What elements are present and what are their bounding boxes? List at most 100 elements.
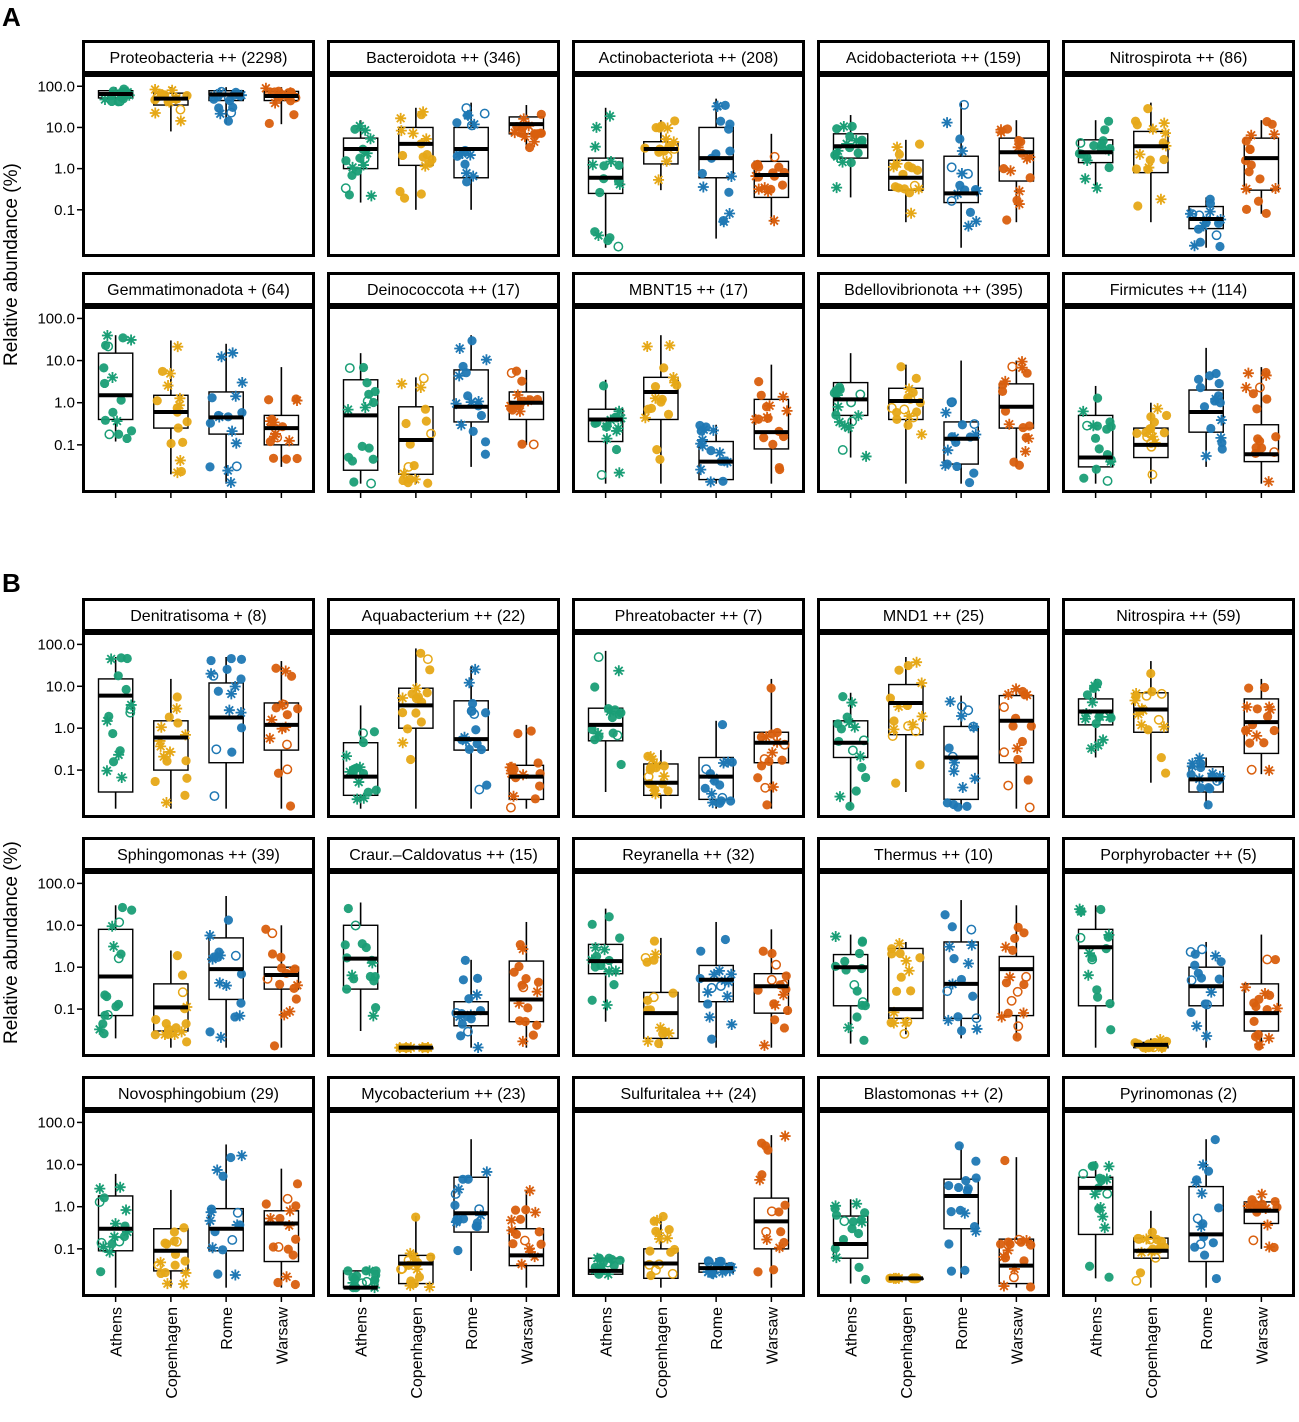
data-point-star bbox=[99, 93, 111, 105]
data-point-star bbox=[506, 1224, 518, 1236]
data-point bbox=[288, 1250, 298, 1260]
data-point-star bbox=[1186, 757, 1198, 769]
data-point-star bbox=[269, 97, 281, 109]
data-point bbox=[1025, 173, 1035, 183]
facet-3: Acidobacteriota ++ (159) bbox=[817, 40, 1050, 257]
data-point bbox=[282, 710, 292, 720]
data-point-star bbox=[475, 1209, 487, 1221]
data-point-star bbox=[943, 941, 955, 953]
data-point-star bbox=[101, 330, 113, 342]
data-point-star bbox=[1215, 414, 1227, 426]
data-point bbox=[1092, 421, 1103, 431]
data-point-star bbox=[236, 1150, 248, 1162]
facet-18: Thermus ++ (10) bbox=[817, 837, 1050, 1057]
box-copenhagen: Copenhagen bbox=[396, 1212, 436, 1399]
data-point-star bbox=[970, 428, 982, 440]
data-point-star bbox=[587, 159, 599, 171]
data-point bbox=[846, 158, 856, 168]
data-point-star bbox=[658, 770, 670, 782]
data-point bbox=[903, 420, 913, 430]
data-point bbox=[659, 363, 669, 373]
data-point bbox=[362, 378, 372, 388]
box-warsaw: Warsaw bbox=[1242, 1188, 1282, 1364]
box-warsaw bbox=[508, 921, 545, 1048]
data-point bbox=[99, 378, 110, 389]
facet-strip bbox=[572, 272, 805, 306]
data-point bbox=[223, 915, 234, 925]
facet-title: Phreatobacter ++ (7) bbox=[615, 608, 763, 625]
data-point-star bbox=[1136, 719, 1148, 731]
data-point bbox=[756, 390, 766, 400]
data-point-star bbox=[266, 714, 278, 726]
data-point bbox=[763, 413, 773, 423]
data-point-star bbox=[518, 113, 530, 125]
x-tick-label: Copenhagen bbox=[164, 1307, 181, 1399]
data-point bbox=[646, 1270, 656, 1281]
box-copenhagen bbox=[394, 1042, 434, 1054]
data-point-star bbox=[995, 126, 1007, 138]
facet-6: Deinococcota ++ (17) bbox=[327, 272, 560, 498]
y-tick-label: 1.0 bbox=[54, 395, 75, 412]
box-rome: Rome bbox=[1188, 1134, 1224, 1350]
facet-9: Firmicutes ++ (114) bbox=[1062, 272, 1295, 498]
data-point bbox=[150, 776, 160, 787]
data-point-star bbox=[903, 410, 915, 422]
data-point-open bbox=[999, 702, 1009, 713]
facet-23: Blastomonas ++ (2) Athens Copenhagen Rome Wa… bbox=[817, 1076, 1050, 1399]
facet-strip bbox=[1062, 598, 1295, 632]
data-point bbox=[1131, 164, 1142, 174]
data-point bbox=[1105, 417, 1115, 427]
data-point-star bbox=[1023, 432, 1035, 444]
data-point bbox=[1089, 1161, 1099, 1171]
data-point-star bbox=[653, 1227, 665, 1239]
data-point bbox=[458, 975, 468, 985]
data-point bbox=[214, 103, 224, 113]
data-point-open bbox=[232, 1207, 243, 1218]
data-point-star bbox=[1089, 1188, 1101, 1200]
data-point bbox=[658, 1211, 668, 1222]
x-tick-label: Athens bbox=[599, 1307, 616, 1357]
data-point bbox=[271, 703, 281, 713]
data-point-open bbox=[340, 183, 351, 194]
box-athens: Athens bbox=[94, 1173, 134, 1357]
facet-title: Pyrinomonas (2) bbox=[1120, 1086, 1237, 1103]
box-rome bbox=[205, 653, 247, 809]
data-point bbox=[180, 1256, 190, 1266]
data-point bbox=[1208, 1238, 1218, 1248]
data-point-star bbox=[1260, 1203, 1272, 1215]
data-point bbox=[772, 727, 782, 738]
data-point-star bbox=[174, 392, 186, 404]
data-point-star bbox=[524, 1243, 536, 1255]
data-point bbox=[1193, 224, 1204, 234]
facet-14: Nitrospira ++ (59) bbox=[1062, 598, 1295, 818]
data-point-star bbox=[860, 450, 872, 462]
box-warsaw bbox=[750, 133, 790, 227]
data-point bbox=[774, 462, 784, 473]
data-point-open bbox=[403, 461, 414, 472]
data-point-open bbox=[1021, 971, 1032, 982]
data-point bbox=[156, 1268, 166, 1279]
data-point-star bbox=[856, 1216, 868, 1228]
data-point-star bbox=[591, 1252, 603, 1264]
data-point bbox=[113, 671, 123, 681]
plot-frame bbox=[82, 1110, 315, 1297]
data-point bbox=[121, 684, 131, 695]
data-point bbox=[218, 1245, 228, 1255]
data-point-star bbox=[158, 751, 170, 763]
data-point-open bbox=[999, 747, 1010, 758]
data-point bbox=[947, 397, 957, 407]
data-point bbox=[116, 395, 126, 405]
data-point-star bbox=[404, 1247, 416, 1259]
facet-11: Aquabacterium ++ (22) bbox=[327, 598, 560, 818]
data-point bbox=[1253, 434, 1263, 444]
data-point-star bbox=[346, 969, 358, 981]
data-point bbox=[656, 397, 666, 407]
data-point bbox=[999, 164, 1009, 174]
data-point bbox=[536, 109, 546, 119]
data-point bbox=[1100, 125, 1110, 135]
data-point-star bbox=[604, 110, 616, 122]
y-tick-label: 10.0 bbox=[46, 119, 75, 136]
data-point bbox=[971, 1173, 981, 1183]
data-point-star bbox=[178, 1278, 190, 1290]
data-point-star bbox=[759, 182, 771, 194]
